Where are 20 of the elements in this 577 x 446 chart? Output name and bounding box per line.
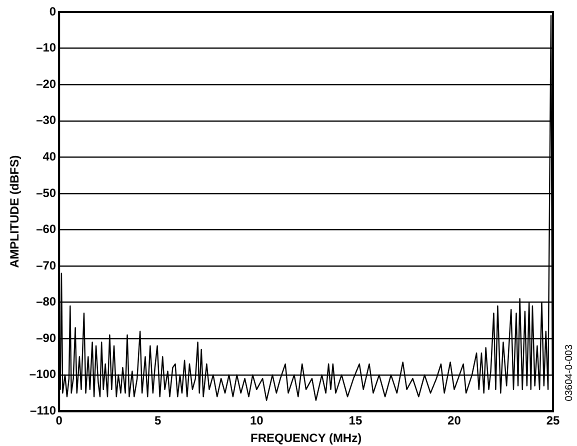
- y-tick-label: –10: [36, 40, 56, 55]
- text: 03604-0-003: [564, 344, 575, 402]
- x-tick-label: 25: [546, 414, 560, 428]
- y-tick-label: –110: [30, 404, 56, 418]
- y-tick-label: 0: [49, 4, 56, 18]
- y-tick-label: –20: [36, 76, 56, 91]
- x-tick-label: 15: [348, 414, 362, 428]
- y-axis-title: AMPLITUDE (dBFS): [8, 155, 22, 268]
- y-tick-label: –60: [36, 222, 56, 236]
- x-tick-label: 20: [448, 414, 462, 428]
- y-tick-label: –100: [29, 367, 56, 382]
- y-tick-label: 40: [42, 149, 56, 164]
- x-axis-title: FREQUENCY (MHz): [250, 431, 362, 446]
- y-tick-label: –90: [36, 330, 56, 345]
- y-tick-label: –30: [36, 113, 56, 128]
- y-tick-label: –70: [36, 258, 56, 272]
- y-tick-label: –80: [36, 294, 56, 309]
- y-tick-label: –50: [36, 186, 56, 200]
- x-tick-label: 5: [154, 414, 162, 428]
- x-tick-label: 10: [250, 414, 264, 428]
